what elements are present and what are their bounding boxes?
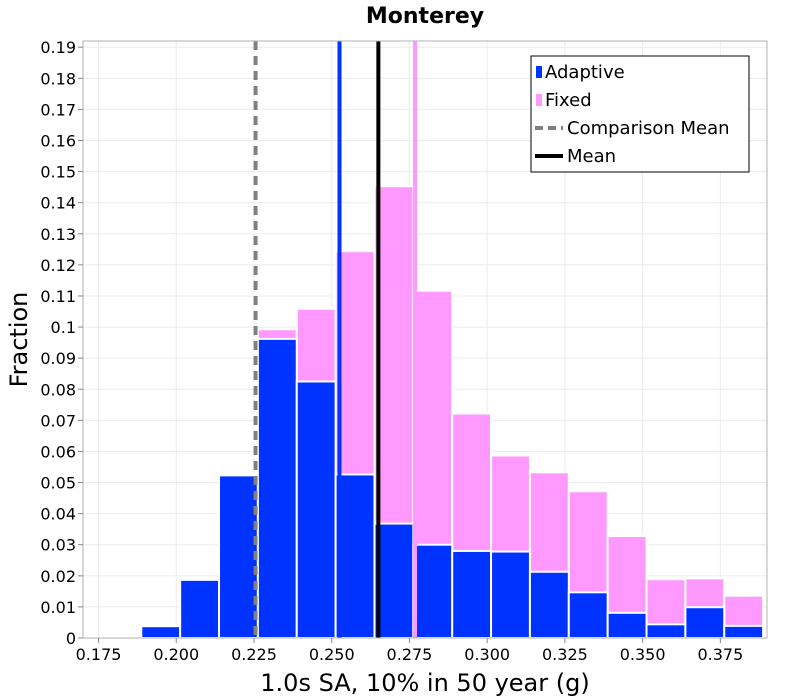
x-tick-label: 0.200 xyxy=(153,645,199,664)
y-tick-label: 0.13 xyxy=(40,225,76,244)
bar-adaptive xyxy=(256,337,298,639)
y-tick-label: 0.15 xyxy=(40,163,76,182)
legend-label-mean: Mean xyxy=(567,146,616,167)
x-tick-label: 0.225 xyxy=(231,645,277,664)
bar-adaptive xyxy=(723,624,765,639)
plot-frame xyxy=(82,40,768,639)
y-tick-label: 0.03 xyxy=(40,536,76,555)
bar-adaptive xyxy=(373,522,415,640)
y-tick-label: 0.12 xyxy=(40,256,76,275)
x-tick-label: 0.325 xyxy=(542,645,588,664)
y-tick-label: 0.05 xyxy=(40,474,76,493)
y-tick-label: 0.14 xyxy=(40,194,76,213)
bar-adaptive xyxy=(140,625,182,640)
bars xyxy=(101,185,765,640)
x-tick-label: 0.275 xyxy=(387,645,433,664)
legend-label-fixed: Fixed xyxy=(545,90,592,111)
bar-adaptive xyxy=(567,591,609,639)
y-axis-ticks: 0 0.01 0.02 0.03 0.04 0.05 0.06 0.07 0.08 0.09 0.1… xyxy=(40,38,83,648)
reference-lines xyxy=(253,41,418,638)
bar-adaptive xyxy=(606,611,648,640)
bar-adaptive xyxy=(295,380,337,639)
x-tick-label: 0.250 xyxy=(309,645,355,664)
y-tick-label: 0.07 xyxy=(40,411,76,430)
y-tick-label: 0.16 xyxy=(40,132,76,151)
legend-label-comparison-mean: Comparison Mean xyxy=(567,118,730,139)
bar-adaptive xyxy=(179,578,221,639)
y-tick-label: 0.02 xyxy=(40,567,76,586)
y-axis-title: Fraction xyxy=(5,292,33,388)
x-tick-label: 0.350 xyxy=(620,645,666,664)
y-tick-label: 0.18 xyxy=(40,69,76,88)
y-tick-label: 0.01 xyxy=(40,598,76,617)
y-tick-label: 0.04 xyxy=(40,505,76,524)
y-tick-label: 0.09 xyxy=(40,349,76,368)
bar-adaptive xyxy=(645,623,687,639)
legend-swatch-fixed xyxy=(536,94,542,106)
legend-swatch-adaptive xyxy=(536,66,542,78)
y-tick-label: 0 xyxy=(66,629,76,648)
x-tick-label: 0.300 xyxy=(464,645,510,664)
chart-title: Monterey xyxy=(366,4,484,29)
bar-adaptive xyxy=(490,550,531,640)
bar-adaptive xyxy=(412,543,454,639)
bar-adaptive xyxy=(528,570,570,640)
y-tick-label: 0.06 xyxy=(40,442,76,461)
bar-adaptive xyxy=(218,474,259,640)
legend-box xyxy=(530,55,750,173)
legend: Adaptive Fixed Comparison Mean Mean xyxy=(530,55,750,173)
x-tick-label: 0.175 xyxy=(76,645,122,664)
y-tick-label: 0.1 xyxy=(51,318,76,337)
y-tick-label: 0.19 xyxy=(40,38,76,57)
x-axis-title: 1.0s SA, 10% in 50 year (g) xyxy=(260,669,589,697)
x-tick-label: 0.375 xyxy=(697,645,743,664)
bar-adaptive xyxy=(451,549,493,639)
y-tick-label: 0.17 xyxy=(40,100,76,119)
x-axis-ticks: 0.175 0.200 0.225 0.250 0.275 0.300 0.325 0.350… xyxy=(76,638,743,664)
y-tick-label: 0.11 xyxy=(40,287,76,306)
legend-label-adaptive: Adaptive xyxy=(545,62,625,83)
y-tick-label: 0.08 xyxy=(40,380,76,399)
bar-adaptive xyxy=(684,606,726,639)
